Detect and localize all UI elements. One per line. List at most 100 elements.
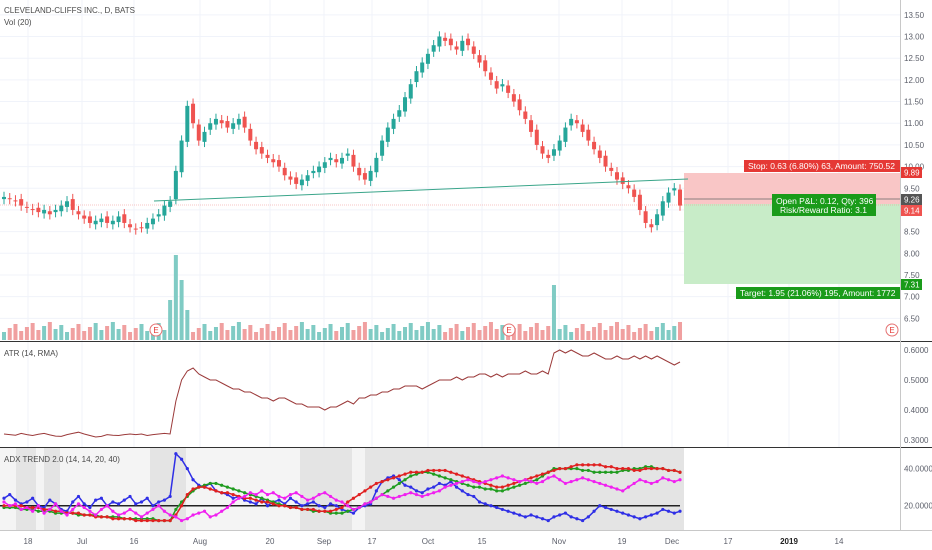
price-tick-label: 12.50 bbox=[904, 54, 925, 63]
adx-point bbox=[214, 481, 218, 486]
adx-point bbox=[31, 496, 35, 500]
adx-point bbox=[672, 479, 676, 484]
candle-body bbox=[546, 154, 551, 158]
candle-body bbox=[632, 189, 637, 197]
adx-point bbox=[374, 481, 378, 486]
time-tick-label: 17 bbox=[724, 537, 733, 546]
target-zone[interactable] bbox=[684, 204, 901, 284]
adx-point bbox=[661, 507, 665, 512]
adx-point bbox=[449, 478, 453, 482]
volume-bar bbox=[454, 324, 459, 340]
adx-point bbox=[243, 491, 247, 495]
candle-body bbox=[191, 103, 196, 124]
adx-point bbox=[472, 494, 476, 499]
adx-point bbox=[105, 504, 109, 508]
adx-point bbox=[328, 502, 333, 506]
volume-bar bbox=[202, 324, 207, 340]
adx-point bbox=[351, 511, 356, 515]
adx-point bbox=[134, 502, 138, 506]
atr-tick-label: 0.5000 bbox=[904, 376, 929, 385]
adx-point bbox=[437, 489, 441, 493]
adx-point bbox=[145, 511, 149, 515]
open-pl-label: Open P&L: 0.12, Qty: 396 bbox=[776, 196, 874, 206]
earnings-marker[interactable]: E bbox=[502, 323, 516, 337]
volume-bar bbox=[614, 322, 619, 340]
adx-point bbox=[581, 476, 585, 480]
adx-point bbox=[454, 481, 459, 486]
adx-point bbox=[655, 466, 659, 471]
adx-point bbox=[76, 502, 81, 506]
adx-point bbox=[621, 511, 625, 515]
candle-body bbox=[133, 228, 138, 230]
adx-point bbox=[460, 474, 464, 478]
time-tick-label: Jul bbox=[77, 537, 87, 546]
volume-bar bbox=[179, 280, 184, 340]
adx-point bbox=[328, 509, 333, 513]
volume-bar bbox=[620, 329, 625, 340]
candle-body bbox=[649, 224, 654, 228]
time-axis[interactable]: 18 Jul 16 Aug 20 Sep 17 Oct 15 Nov 19 Dec 17 2019 14 bbox=[24, 537, 844, 546]
adx-point bbox=[243, 494, 247, 499]
adx-point bbox=[254, 498, 258, 502]
adx-point bbox=[386, 489, 390, 493]
adx-point bbox=[598, 481, 602, 486]
volume-bar bbox=[7, 328, 12, 340]
adx-point bbox=[151, 518, 155, 523]
adx-point bbox=[340, 511, 344, 515]
adx-point bbox=[477, 485, 482, 489]
price-tick-label: 11.50 bbox=[904, 98, 924, 107]
adx-point bbox=[36, 504, 40, 508]
adx-point bbox=[179, 457, 184, 461]
volume-bar bbox=[65, 332, 70, 340]
adx-point bbox=[454, 472, 459, 476]
adx-point bbox=[391, 476, 396, 480]
adx-point bbox=[644, 515, 648, 519]
volume-bar bbox=[546, 326, 551, 340]
price-tick-label: 13.50 bbox=[904, 11, 925, 20]
adx-point bbox=[586, 463, 590, 467]
adx-point bbox=[581, 518, 585, 523]
earnings-marker[interactable]: E bbox=[885, 323, 899, 337]
time-tick-label: Aug bbox=[193, 537, 207, 546]
price-tick-label: 8.00 bbox=[904, 249, 920, 258]
volume-bar bbox=[265, 324, 270, 340]
adx-point bbox=[248, 496, 252, 500]
volume-bar bbox=[128, 332, 133, 340]
adx-point bbox=[277, 494, 281, 499]
candle-body bbox=[42, 209, 47, 214]
candle-body bbox=[597, 150, 602, 158]
candle-body bbox=[351, 154, 356, 167]
adx-point bbox=[288, 492, 293, 497]
adx-point bbox=[351, 496, 356, 500]
adx-point bbox=[678, 509, 682, 513]
volume-bar bbox=[483, 326, 488, 340]
adx-point bbox=[162, 498, 167, 502]
volume-bar bbox=[42, 326, 47, 340]
adx-point bbox=[363, 502, 367, 506]
earnings-marker[interactable]: E bbox=[149, 323, 163, 337]
adx-point bbox=[208, 481, 212, 486]
adx-point bbox=[535, 481, 539, 486]
adx-point bbox=[489, 478, 493, 482]
adx-point bbox=[546, 476, 550, 480]
volume-bar bbox=[632, 332, 637, 340]
adx-point bbox=[489, 504, 493, 508]
candle-body bbox=[339, 157, 345, 164]
volume-bar bbox=[116, 329, 121, 340]
adx-point bbox=[48, 498, 52, 502]
adx-point bbox=[489, 487, 493, 491]
candle-body bbox=[36, 207, 41, 213]
stop-label: Stop: 0.63 (6.80%) 63, Amount: 750.52 bbox=[748, 161, 895, 171]
adx-point bbox=[82, 513, 86, 517]
volume-bar bbox=[403, 327, 408, 340]
adx-band-light bbox=[186, 448, 300, 530]
adx-point bbox=[346, 500, 350, 504]
adx-point bbox=[185, 517, 189, 521]
candle-body bbox=[47, 211, 52, 215]
adx-point bbox=[540, 472, 545, 476]
current-price-badge bbox=[901, 205, 922, 216]
trend-line[interactable] bbox=[153, 178, 689, 202]
adx-point bbox=[202, 485, 207, 489]
adx-point bbox=[506, 476, 510, 480]
